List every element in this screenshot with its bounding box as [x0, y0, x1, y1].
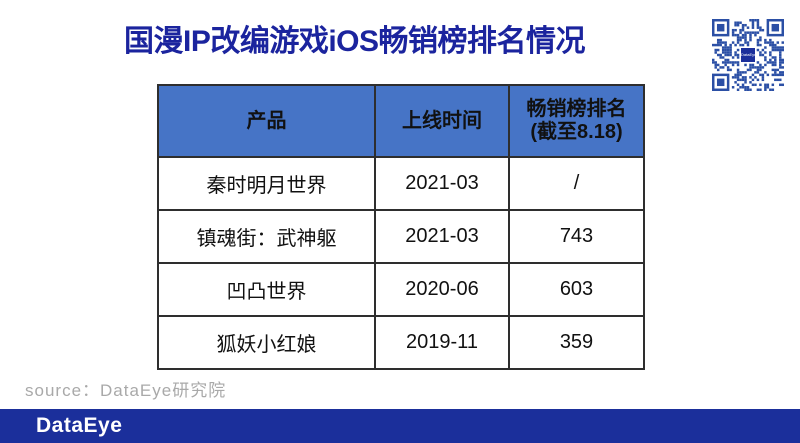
col-header-rank: 畅销榜排名 (截至8.18) — [508, 84, 645, 158]
col-header-rank-line2: (截至8.18) — [530, 121, 623, 143]
cell-rank: 603 — [508, 262, 645, 317]
qr-code: DataEye — [712, 19, 784, 91]
qr-center-logo: DataEye — [740, 47, 756, 63]
source-attribution: source：DataEye研究院 — [25, 381, 227, 400]
page-title: 国漫IP改编游戏iOS畅销榜排名情况 — [124, 25, 586, 58]
ranking-table: 产品 上线时间 畅销榜排名 (截至8.18) 秦时明月世界 2021-03 / … — [157, 84, 645, 370]
cell-product: 狐妖小红娘 — [157, 315, 376, 370]
cell-product: 镇魂街：武神躯 — [157, 209, 376, 264]
cell-rank: / — [508, 156, 645, 211]
table-row: 凹凸世界 2020-06 603 — [157, 262, 645, 317]
table-row: 镇魂街：武神躯 2021-03 743 — [157, 209, 645, 264]
col-header-launch-date: 上线时间 — [374, 84, 510, 158]
cell-product: 秦时明月世界 — [157, 156, 376, 211]
qr-code-pattern — [712, 19, 784, 91]
col-header-product: 产品 — [157, 84, 376, 158]
table-row: 秦时明月世界 2021-03 / — [157, 156, 645, 211]
cell-product: 凹凸世界 — [157, 262, 376, 317]
dataeye-logo: DataEye — [36, 414, 123, 437]
cell-launch-date: 2021-03 — [374, 209, 510, 264]
table-row: 狐妖小红娘 2019-11 359 — [157, 315, 645, 370]
footer-bar: DataEye — [0, 409, 800, 443]
cell-launch-date: 2020-06 — [374, 262, 510, 317]
col-header-rank-line1: 畅销榜排名 — [526, 98, 627, 120]
cell-rank: 743 — [508, 209, 645, 264]
cell-rank: 359 — [508, 315, 645, 370]
cell-launch-date: 2021-03 — [374, 156, 510, 211]
table-header-row: 产品 上线时间 畅销榜排名 (截至8.18) — [157, 84, 645, 158]
cell-launch-date: 2019-11 — [374, 315, 510, 370]
